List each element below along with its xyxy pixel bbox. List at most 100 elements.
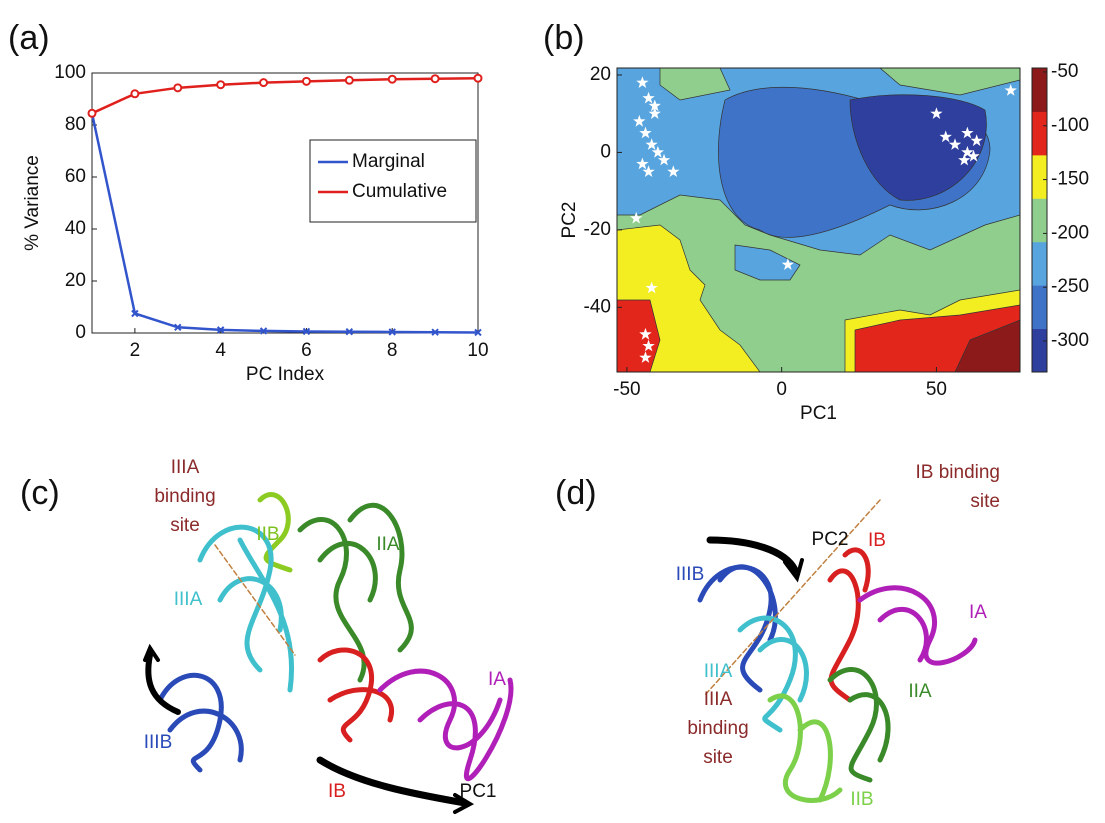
- marker: [431, 328, 439, 336]
- domain-label: IIA: [908, 681, 932, 702]
- star-point: [970, 134, 983, 147]
- marker: [259, 78, 269, 88]
- axis-annotation: PC1: [460, 781, 497, 802]
- star-point: [939, 130, 952, 143]
- contour-region: [879, 68, 1020, 96]
- annotation: site: [703, 747, 733, 768]
- y-tick-label: 20: [65, 270, 86, 291]
- colorbar-frame: [1031, 67, 1048, 373]
- domain-label: IA: [969, 602, 987, 623]
- annotation: binding: [687, 718, 748, 739]
- panel-label: (d): [555, 474, 597, 512]
- star-point: [648, 107, 661, 119]
- colorbar-segment: [1032, 328, 1047, 373]
- x-tick-label: -50: [613, 379, 640, 400]
- protein-d: [697, 499, 978, 803]
- star-point: [630, 211, 643, 224]
- star-point: [651, 145, 664, 158]
- colorbar-segment: [1032, 154, 1047, 199]
- contour-region: [849, 94, 987, 201]
- colorbar-tick-label: -250: [1051, 276, 1089, 297]
- star-point: [636, 157, 649, 170]
- contour-region: [954, 319, 1020, 372]
- star-point: [645, 138, 658, 150]
- star-point: [967, 149, 980, 162]
- x-tick-label: 10: [467, 340, 488, 361]
- colorbar-tick-label: -50: [1051, 61, 1078, 82]
- colorbar-segment: [1032, 198, 1047, 243]
- y-axis-label: % Variance: [22, 155, 43, 251]
- y-tick-label: 0: [75, 322, 86, 343]
- annotation: binding: [154, 486, 215, 507]
- marker: [473, 73, 483, 83]
- legend-box: [309, 139, 477, 223]
- annotation: IB binding: [915, 462, 1000, 483]
- domain-label: IIB: [256, 524, 279, 545]
- domain-label: IIIA: [704, 661, 733, 682]
- y-tick-label: 100: [54, 62, 86, 83]
- marker: [345, 327, 354, 336]
- star-point: [645, 281, 658, 294]
- marker: [216, 80, 226, 90]
- y-tick-label: -20: [584, 219, 611, 240]
- x-tick-label: 8: [387, 340, 398, 361]
- series-line: [91, 76, 479, 115]
- star-point: [642, 165, 655, 177]
- domain-label: IIA: [376, 534, 400, 555]
- star-point: [642, 339, 655, 352]
- star-point: [657, 153, 671, 166]
- domain-label: IIIB: [676, 564, 705, 585]
- marker: [216, 326, 225, 334]
- colorbar-tick-label: -200: [1051, 222, 1089, 243]
- star-point: [1004, 84, 1017, 96]
- x-tick-label: 4: [215, 340, 226, 361]
- domain-label: IIIB: [144, 732, 173, 753]
- annotation: site: [970, 491, 1000, 512]
- colorbar-tick-label: -300: [1051, 330, 1089, 351]
- contour-fill: [617, 68, 1020, 372]
- axis-annotation: PC2: [812, 529, 849, 550]
- annotation: site: [170, 515, 200, 536]
- marker: [387, 74, 397, 84]
- domain-label: IIB: [850, 789, 873, 810]
- protein-c: [143, 492, 514, 814]
- colorbar-segment: [1032, 241, 1047, 286]
- domain-label: IB: [868, 530, 886, 551]
- y-tick-label: 80: [65, 114, 86, 135]
- x-tick-label: 0: [776, 379, 787, 400]
- star-point: [639, 126, 652, 139]
- contour-region: [734, 244, 801, 281]
- domain-label: IIIA: [174, 589, 203, 610]
- marker: [301, 76, 311, 86]
- colorbar-segment: [1032, 68, 1047, 112]
- contour-regions: [617, 68, 1020, 372]
- y-tick-label: 20: [590, 64, 611, 85]
- legend-label: Marginal: [352, 151, 425, 172]
- annotation: IIIA: [704, 689, 733, 710]
- y-axis-label: PC2: [559, 202, 580, 239]
- marker: [173, 83, 183, 93]
- colorbar-tick-label: -150: [1051, 169, 1089, 190]
- marker: [344, 75, 354, 85]
- marker: [131, 309, 139, 318]
- marker: [174, 323, 182, 331]
- y-tick-label: 0: [600, 141, 611, 162]
- star-point: [636, 76, 649, 88]
- annotation: IIIA: [171, 457, 200, 478]
- star-point: [930, 107, 943, 119]
- x-axis-label: PC1: [800, 403, 837, 424]
- x-tick-label: 6: [301, 340, 312, 361]
- x-axis-label: PC Index: [246, 364, 325, 385]
- marker: [259, 327, 268, 335]
- star-point: [961, 145, 974, 158]
- star-point: [948, 138, 962, 150]
- x-tick-label: 2: [130, 340, 141, 361]
- star-point: [639, 351, 652, 363]
- y-tick-label: 40: [65, 218, 86, 239]
- colorbar-tick-label: -100: [1051, 115, 1089, 136]
- colorbar-segment: [1032, 111, 1047, 156]
- star-point: [961, 126, 974, 139]
- y-tick-label: 60: [65, 166, 86, 187]
- marker: [430, 74, 440, 84]
- legend-label: Cumulative: [352, 181, 447, 202]
